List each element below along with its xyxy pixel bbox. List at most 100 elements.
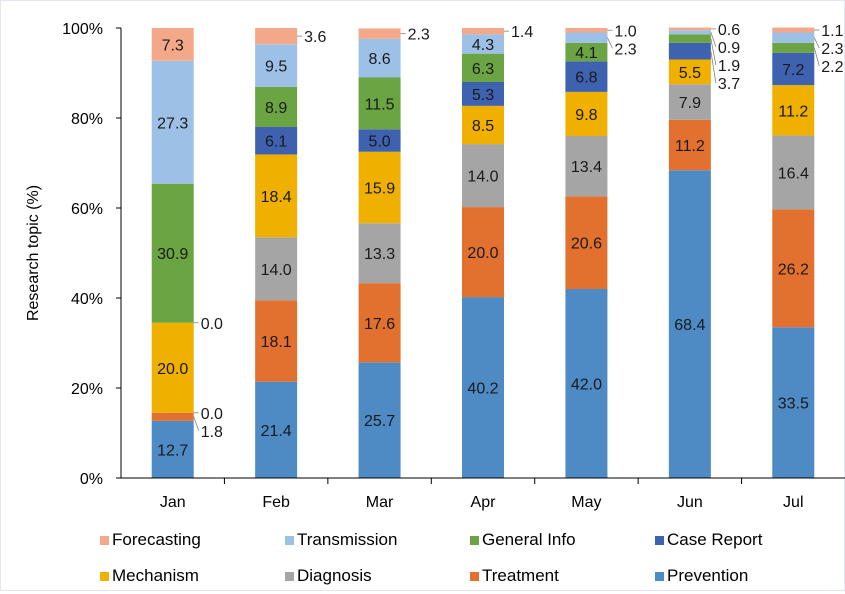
data-label-treatment-feb: 18.1 (261, 334, 292, 351)
bar-segment-diagnosis-jul (772, 135, 815, 210)
data-label-diagnosis-jan: 0.0 (201, 406, 223, 423)
bar-segment-treatment-jan (151, 412, 194, 421)
bar-segment-treatment-may (565, 196, 608, 289)
data-label-prevention-jun: 68.4 (674, 317, 705, 334)
data-label-transmission-may: 2.3 (614, 41, 636, 58)
data-label-mechanism-apr: 8.5 (472, 118, 494, 135)
data-label-transmission-apr: 4.3 (472, 37, 494, 54)
data-label-prevention-may: 42.0 (571, 377, 602, 394)
y-tick-label-60pct: 60% (71, 201, 103, 218)
data-label-diagnosis-apr: 14.0 (467, 169, 498, 186)
data-label-diagnosis-may: 13.4 (571, 159, 602, 176)
data-label-prevention-jan: 12.7 (157, 442, 188, 459)
data-label-mechanism-may: 9.8 (575, 107, 597, 124)
legend-row: Forecasting Transmission General Info Case … (100, 522, 840, 558)
data-label-general-info-may: 4.1 (575, 45, 597, 62)
bar-segment-case-report-jul (772, 52, 815, 86)
data-label-transmission-feb: 9.5 (265, 59, 287, 76)
leader-line-treatment-jan (193, 416, 200, 431)
stacked-bar-chart: Research topic (%) 12.7 20.0 30.9 27.3 7.3 0.… (25, 21, 845, 511)
legend-label: Transmission (297, 530, 398, 549)
legend-swatch-icon (655, 535, 664, 545)
y-tick-label-100pct: 100% (62, 21, 103, 38)
data-label-treatment-apr: 20.0 (467, 245, 498, 262)
bar-segment-general-info-jul (772, 42, 815, 53)
data-label-case-report-jun: 3.7 (718, 76, 740, 93)
data-label-prevention-mar: 25.7 (364, 413, 395, 430)
bar-segment-prevention-apr (462, 297, 504, 478)
bar-segment-mechanism-may (565, 91, 608, 136)
bar-segment-forecasting-jul (772, 27, 815, 33)
bar-segment-transmission-jun (668, 30, 711, 35)
bar-segment-general-info-apr (462, 53, 504, 82)
data-label-forecasting-apr: 1.4 (511, 24, 533, 41)
legend-label: Treatment (482, 566, 559, 585)
bar-segment-mechanism-feb (255, 154, 298, 238)
data-label-mechanism-mar: 15.9 (364, 181, 395, 198)
bar-segment-forecasting-feb (255, 28, 298, 45)
leader-line-general-info-jul (813, 47, 820, 67)
legend-item-treatment: Treatment (470, 566, 655, 586)
data-label-forecasting-jan: 7.3 (162, 37, 184, 54)
leader-line-case-report-jun (710, 51, 717, 83)
data-label-general-info-apr: 6.3 (472, 61, 494, 78)
bar-segment-forecasting-jan (151, 28, 194, 61)
bar-segment-transmission-jan (151, 60, 194, 184)
data-label-transmission-jun: 0.9 (718, 40, 740, 57)
bar-segment-general-info-may (565, 42, 608, 62)
data-label-general-info-jul: 2.2 (821, 59, 843, 76)
data-label-case-report-may: 6.8 (575, 70, 597, 87)
legend-label: General Info (482, 530, 576, 549)
data-label-case-report-mar: 5.0 (368, 134, 390, 151)
legend: Forecasting Transmission General Info Case … (100, 522, 840, 594)
data-label-forecasting-mar: 2.3 (408, 27, 430, 44)
bar-segment-general-info-mar (358, 77, 401, 130)
bar-segment-mechanism-jan (151, 322, 194, 413)
leader-line-general-info-jun (710, 38, 717, 65)
bar-segment-treatment-apr (462, 207, 504, 298)
legend-item-mechanism: Mechanism (100, 566, 285, 586)
bar-segment-general-info-jan (151, 183, 194, 323)
bar-segment-case-report-apr (462, 82, 504, 106)
bar-segment-case-report-may (565, 61, 608, 92)
data-label-prevention-feb: 21.4 (261, 423, 292, 440)
legend-item-prevention: Prevention (655, 566, 840, 586)
x-tick-label-jul: Jul (783, 494, 803, 511)
legend-item-diagnosis: Diagnosis (285, 566, 470, 586)
bar-segment-treatment-jun (668, 119, 711, 171)
legend-swatch-icon (100, 535, 109, 545)
data-label-general-info-mar: 11.5 (365, 96, 395, 113)
bar-segment-diagnosis-may (565, 136, 608, 197)
bar-segment-forecasting-jun (668, 27, 711, 31)
data-label-mechanism-jul: 11.2 (778, 103, 808, 120)
data-label-forecasting-jun: 0.6 (718, 22, 740, 39)
bar-segment-prevention-feb (255, 381, 298, 478)
data-label-general-info-feb: 8.9 (265, 100, 287, 117)
data-label-mechanism-jun: 5.5 (679, 65, 701, 82)
y-axis-title: Research topic (%) (25, 185, 42, 321)
bar-segment-prevention-jun (668, 170, 711, 478)
y-tick-label-0pct: 0% (80, 471, 103, 488)
legend-swatch-icon (470, 535, 479, 545)
legend-label: Mechanism (112, 566, 199, 585)
bar-segment-prevention-mar (358, 362, 401, 478)
bar-segment-diagnosis-jun (668, 84, 711, 120)
data-label-prevention-apr: 40.2 (467, 381, 498, 398)
leader-line-transmission-may (607, 37, 613, 49)
bar-segment-treatment-jul (772, 209, 815, 328)
bar-segment-prevention-jan (151, 420, 194, 478)
bar-segment-case-report-jun (668, 42, 711, 60)
data-label-diagnosis-feb: 14.0 (261, 262, 292, 279)
legend-label: Diagnosis (297, 566, 372, 585)
bar-segment-transmission-may (565, 32, 608, 43)
bar-segment-case-report-feb (255, 127, 298, 155)
data-label-prevention-jul: 33.5 (778, 396, 809, 413)
bar-segment-diagnosis-feb (255, 237, 298, 301)
bar-segment-transmission-mar (358, 38, 401, 78)
bar-segment-transmission-jul (772, 32, 815, 43)
legend-label: Prevention (667, 566, 749, 585)
legend-label: Case Report (667, 530, 763, 549)
bar-segment-transmission-feb (255, 44, 298, 87)
data-label-treatment-jan: 1.8 (201, 424, 223, 441)
y-tick-label-20pct: 20% (71, 381, 103, 398)
